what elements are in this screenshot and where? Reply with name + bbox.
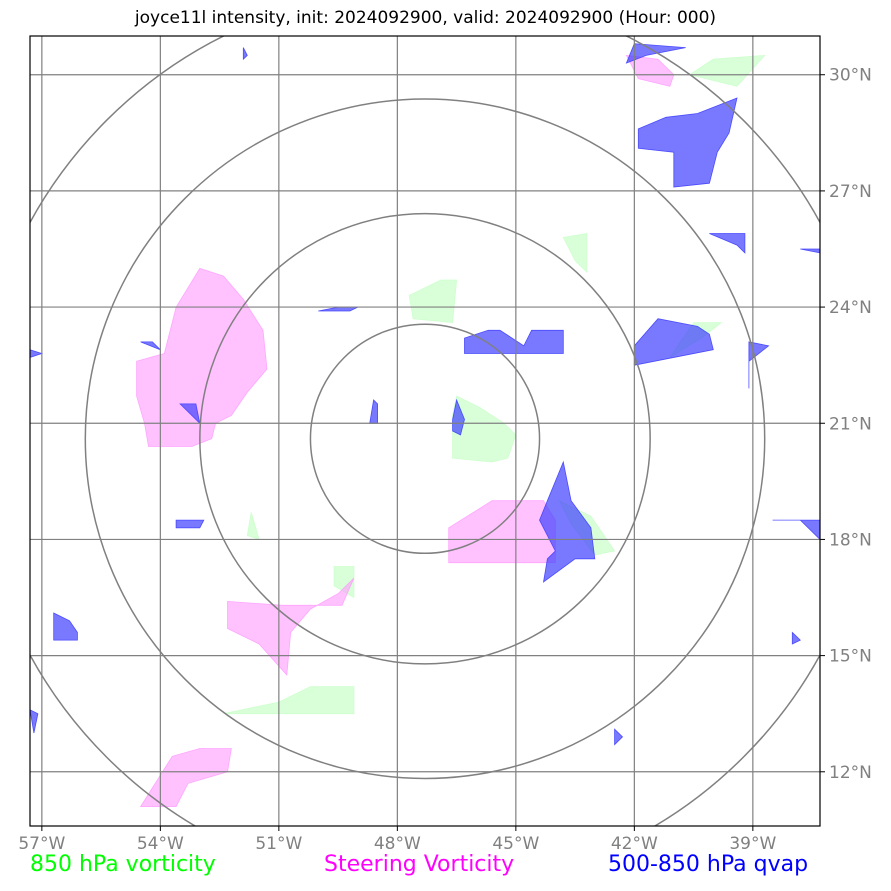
lat-tick-label: 12°N (829, 763, 872, 783)
lat-tick-label: 21°N (829, 414, 872, 434)
qvap-region (140, 341, 161, 351)
qvap-region (539, 460, 596, 583)
range-ring (84, 98, 766, 780)
vorticity-850-region (408, 279, 458, 324)
vorticity-850-region (562, 233, 588, 274)
qvap-region (772, 519, 820, 540)
qvap-region (791, 631, 801, 645)
qvap-region (625, 43, 686, 64)
qvap-region (179, 403, 201, 425)
lat-tick-label: 15°N (829, 647, 872, 667)
qvap-layer (30, 43, 820, 746)
qvap-region (464, 329, 564, 354)
lat-tick-label: 27°N (829, 182, 872, 202)
map-frame (29, 35, 821, 827)
legend-qvap: 500-850 hPa qvap (608, 852, 809, 877)
legend-steering-vorticity: Steering Vorticity (324, 852, 515, 877)
map-title: joyce11l intensity, init: 2024092900, va… (134, 8, 717, 28)
qvap-region (30, 709, 39, 734)
vorticity-850-region (223, 686, 355, 715)
axis-ticks: 57°W 54°W 51°W 48°W 45°W 42°W 39°W 12°N 15°N 18°N… (18, 66, 871, 854)
qvap-region (637, 97, 738, 188)
lon-tick-label: 54°W (137, 834, 184, 854)
qvap-region (800, 248, 820, 254)
qvap-region (30, 349, 44, 358)
qvap-region (242, 47, 248, 61)
lat-tick-label: 24°N (829, 298, 872, 318)
lon-tick-label: 45°W (492, 834, 539, 854)
lon-tick-label: 51°W (255, 834, 302, 854)
steering-vorticity-layer (136, 54, 675, 807)
qvap-region (614, 728, 624, 746)
qvap-region (369, 399, 379, 424)
lon-tick-label: 48°W (374, 834, 421, 854)
graticule (30, 36, 820, 826)
qvap-region (452, 398, 465, 436)
lon-tick-label: 42°W (611, 834, 658, 854)
range-ring (199, 212, 651, 665)
steering-vorticity-region (139, 748, 232, 807)
lat-tick-label: 30°N (829, 66, 872, 86)
range-ring (309, 323, 541, 555)
legend-850-vorticity: 850 hPa vorticity (30, 852, 216, 877)
qvap-region (175, 519, 205, 529)
qvap-region (53, 612, 78, 641)
steering-vorticity-region (136, 267, 268, 447)
lon-tick-label: 39°W (729, 834, 776, 854)
vorticity-850-region (246, 512, 260, 541)
steering-vorticity-region (448, 500, 556, 564)
steering-vorticity-region (227, 577, 355, 676)
range-rings (30, 36, 820, 826)
lon-tick-label: 57°W (18, 834, 65, 854)
lat-tick-label: 18°N (829, 530, 872, 550)
qvap-region (709, 233, 746, 254)
range-ring (30, 36, 820, 826)
qvap-region (318, 306, 358, 312)
vorticity-850-region (688, 54, 766, 87)
